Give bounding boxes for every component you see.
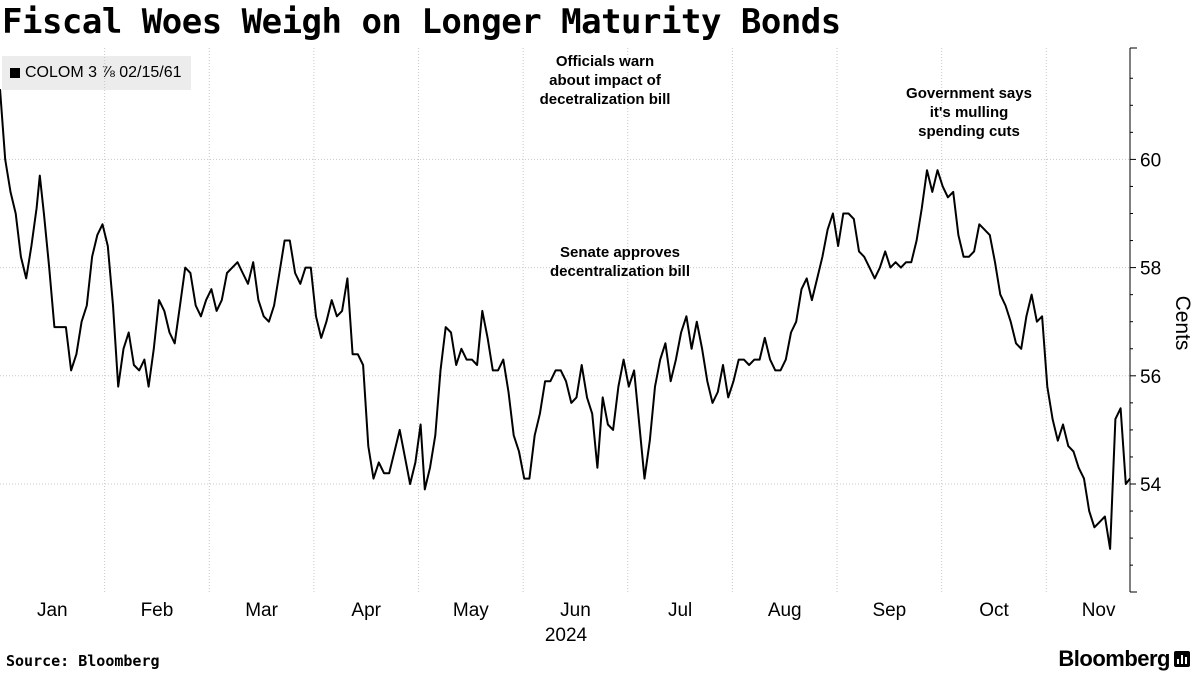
x-tick-label-jun: Jun [560,600,591,621]
x-tick-label-nov: Nov [1082,600,1116,621]
x-tick-label-feb: Feb [141,600,174,621]
x-tick-label-oct: Oct [979,600,1009,621]
x-axis-year-label: 2024 [545,625,588,646]
x-tick-label-jan: Jan [37,600,68,621]
series-line-0 [0,89,1131,550]
y-gridlines [0,158,1130,485]
annotation-0-line-0: Officials warn [556,53,654,70]
series-layer [0,89,1131,550]
y-tick-label-58: 58 [1140,259,1161,280]
annotation-1-line-1: it's mulling [930,104,1009,121]
annotation-1-line-2: spending cuts [918,123,1020,140]
annotation-1-line-0: Government says [906,85,1032,102]
annotation-0-line-2: decetralization bill [540,91,671,108]
annotation-0: Officials warn about impact of decetraliza… [540,53,671,108]
y-axis: 54 56 58 60 [1129,47,1162,593]
annotation-2: Senate approves decentralization bill [550,244,690,280]
y-axis-label: Cents [1171,296,1194,351]
x-tick-label-aug: Aug [768,600,802,621]
source-note: Source: Bloomberg [6,652,160,670]
annotation-2-line-0: Senate approves [560,244,680,261]
legend-swatch [10,68,20,78]
y-tick-label-54: 54 [1140,475,1162,496]
annotation-1: Government says it's mulling spending cuts [906,85,1032,140]
x-tick-label-jul: Jul [668,600,692,621]
x-tick-label-apr: Apr [351,600,381,621]
legend-label: COLOM 3 ⅞ 02/15/61 [25,64,182,81]
month-gridlines [104,48,1047,592]
annotation-0-line-1: about impact of [549,72,662,89]
x-axis: Jan Feb Mar Apr May Jun Jul Aug Sep Oct Nov [37,600,1116,621]
legend: COLOM 3 ⅞ 02/15/61 [2,56,191,90]
chart-title: Fiscal Woes Weigh on Longer Maturity Bon… [2,2,841,42]
annotation-2-line-1: decentralization bill [550,263,690,280]
y-tick-label-60: 60 [1140,150,1161,171]
brand-logo: Bloomberg [1058,646,1170,671]
x-tick-label-mar: Mar [245,600,278,621]
x-tick-label-may: May [453,600,489,621]
x-tick-label-sep: Sep [872,600,906,621]
y-tick-label-56: 56 [1140,367,1161,388]
bloomberg-chart-icon [1174,651,1190,667]
annotations-layer: Officials warn about impact of decetraliza… [540,53,1032,280]
